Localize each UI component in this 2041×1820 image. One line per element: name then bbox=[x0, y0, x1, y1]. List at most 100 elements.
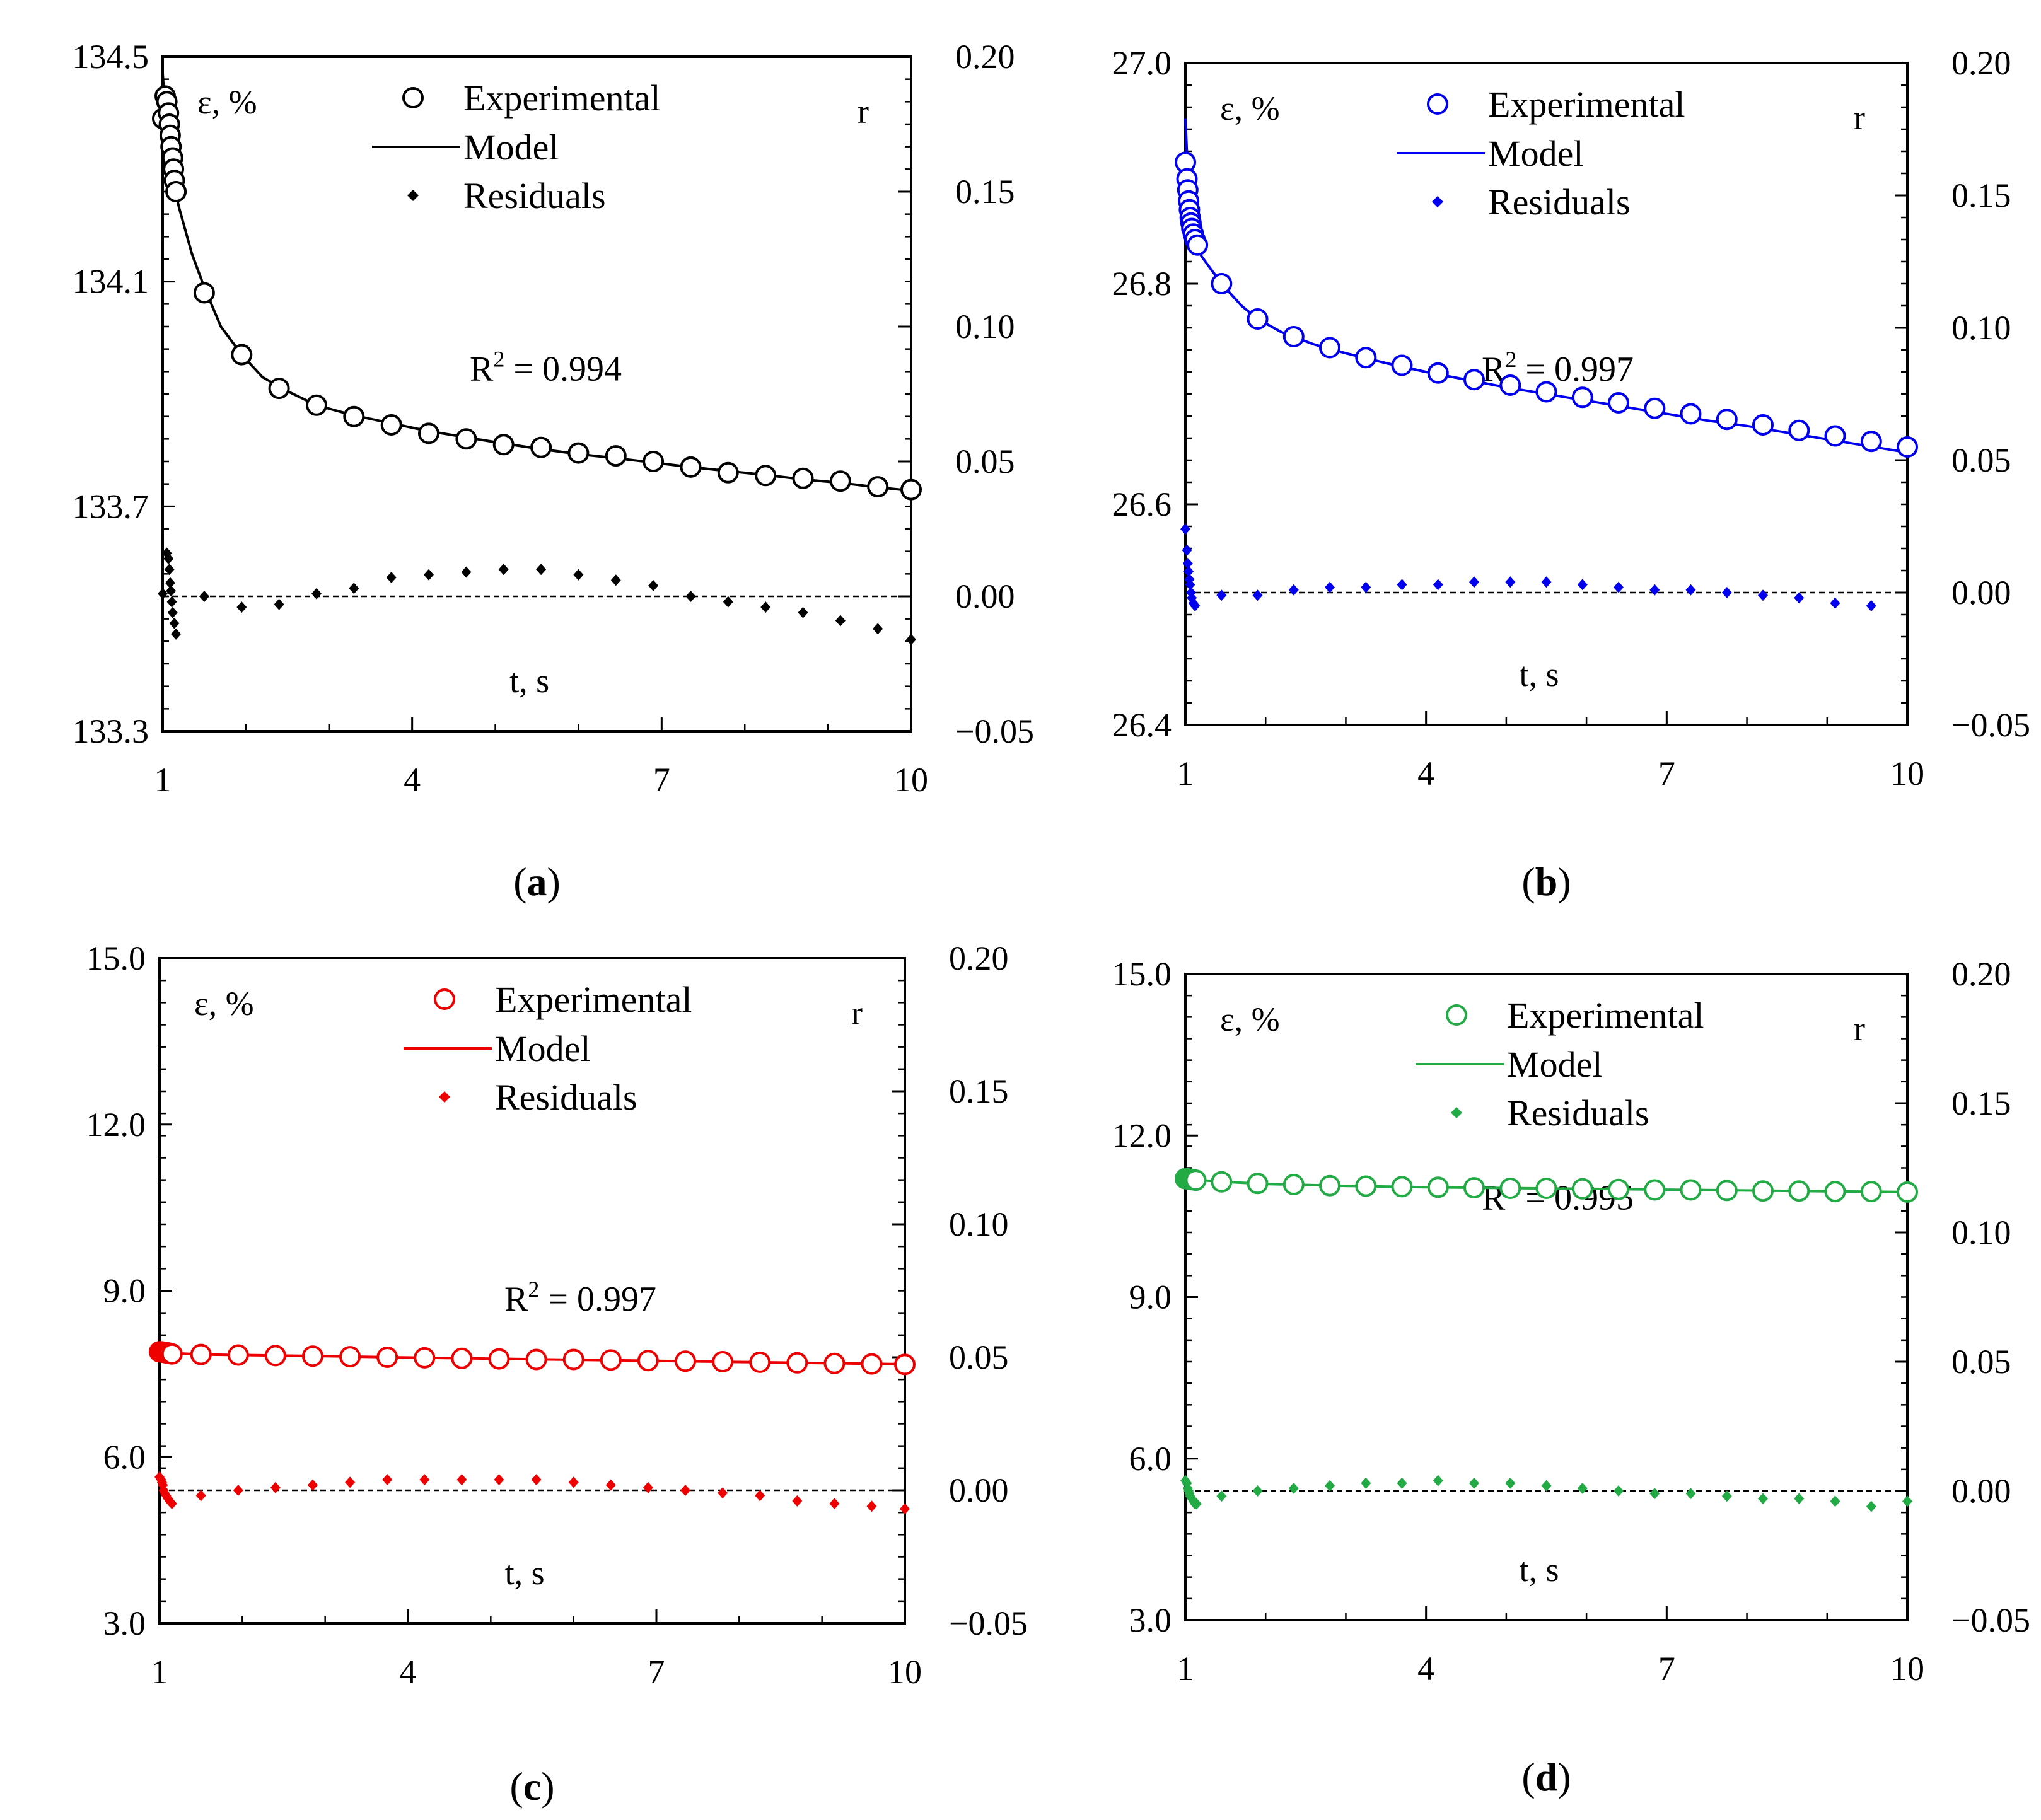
experimental-point bbox=[1860, 1181, 1882, 1203]
residual-point bbox=[274, 598, 284, 610]
experimental-point bbox=[1211, 1171, 1233, 1193]
residual-point bbox=[798, 606, 808, 618]
experimental-point bbox=[1860, 431, 1882, 453]
residual-point bbox=[906, 634, 916, 646]
experimental-point bbox=[1644, 1179, 1666, 1201]
panel-caption: (a) bbox=[513, 859, 561, 904]
experimental-point bbox=[1571, 1178, 1593, 1200]
experimental-point bbox=[306, 394, 327, 416]
x-tick-label: 10 bbox=[1890, 755, 1924, 792]
experimental-point bbox=[1463, 369, 1485, 391]
r2-superscript: 2 bbox=[528, 1277, 539, 1302]
residual-point bbox=[1902, 1495, 1912, 1507]
y-tick-label: 3.0 bbox=[103, 1604, 146, 1642]
residual-point bbox=[270, 1481, 281, 1493]
x-tick-label: 10 bbox=[888, 1653, 922, 1691]
experimental-point bbox=[1463, 1177, 1485, 1199]
experimental-point bbox=[823, 1352, 846, 1374]
experimental-point bbox=[680, 456, 702, 478]
y2-axis-label: r bbox=[858, 93, 869, 130]
experimental-point bbox=[600, 1349, 622, 1371]
residual-point bbox=[163, 553, 174, 565]
r2-superscript: 2 bbox=[1505, 347, 1516, 372]
residual-point bbox=[1288, 584, 1299, 596]
experimental-point bbox=[637, 1350, 659, 1372]
caption-open: ( bbox=[1521, 859, 1535, 904]
caption-close: ) bbox=[1557, 1754, 1571, 1799]
y-axis-label: ε, % bbox=[1220, 1000, 1280, 1038]
residual-point bbox=[164, 564, 175, 576]
residual-point bbox=[419, 1474, 430, 1486]
panel-b: 26.4 26.6 26.8 27.0 −0.05 0.00 0.05 0.10 0.15 0.2… bbox=[1112, 44, 2030, 904]
residual-point bbox=[386, 572, 397, 583]
residual-point bbox=[835, 615, 846, 627]
residual-point bbox=[685, 591, 696, 602]
residual-point bbox=[1252, 1485, 1263, 1497]
experimental-point bbox=[1824, 425, 1846, 447]
y-tick-label: 12.0 bbox=[86, 1106, 146, 1144]
y2-axis-label: r bbox=[1854, 1010, 1865, 1048]
residual-point bbox=[1685, 584, 1696, 596]
residual-point bbox=[171, 628, 182, 640]
residual-point bbox=[1325, 1480, 1335, 1492]
residual-point bbox=[1469, 576, 1479, 588]
residual-point bbox=[873, 623, 883, 635]
y-tick-label: 9.0 bbox=[1129, 1278, 1172, 1316]
y2-tick-label: 0.10 bbox=[955, 308, 1015, 345]
x-tick-label: 7 bbox=[653, 761, 670, 799]
x-tick-label: 7 bbox=[1658, 755, 1675, 792]
y2-tick-label: 0.00 bbox=[1951, 1472, 2011, 1510]
x-tick-label: 4 bbox=[400, 1653, 417, 1691]
residual-point bbox=[166, 596, 177, 608]
residual-point bbox=[199, 591, 209, 602]
y2-tick-label: 0.20 bbox=[955, 38, 1015, 76]
x-tick-label: 1 bbox=[154, 761, 172, 799]
legend: Experimental Model Residuals bbox=[404, 979, 692, 1118]
residual-point bbox=[829, 1498, 840, 1510]
caption-open: ( bbox=[509, 1764, 523, 1809]
residual-point bbox=[1830, 1495, 1840, 1507]
x-axis-label: t, s bbox=[509, 662, 549, 700]
experimental-point bbox=[1319, 1174, 1340, 1197]
residual-point bbox=[1288, 1482, 1299, 1494]
residual-point bbox=[610, 574, 621, 586]
legend: Experimental Model Residuals bbox=[1416, 995, 1704, 1133]
residual-point bbox=[1866, 600, 1876, 611]
legend-label-residuals: Residuals bbox=[1507, 1093, 1649, 1133]
experimental-point bbox=[190, 1343, 212, 1365]
residual-point bbox=[760, 601, 771, 613]
y-tick-label: 26.4 bbox=[1112, 706, 1172, 744]
legend-label-residuals: Residuals bbox=[463, 175, 606, 216]
residual-point bbox=[498, 564, 509, 576]
experimental-point bbox=[451, 1347, 473, 1369]
residual-point bbox=[573, 569, 584, 581]
experimental-point bbox=[1427, 362, 1449, 384]
residual-point bbox=[1183, 565, 1194, 577]
experimental-point bbox=[1282, 1174, 1305, 1195]
y2-tick-label: 0.05 bbox=[955, 443, 1015, 480]
experimental-point bbox=[675, 1350, 696, 1372]
residual-point bbox=[1505, 576, 1516, 588]
legend: Experimental Model Residuals bbox=[372, 78, 660, 216]
y-tick-label: 133.3 bbox=[73, 712, 149, 750]
y2-tick-label: 0.15 bbox=[1951, 177, 2011, 214]
y2-tick-label: 0.10 bbox=[949, 1205, 1009, 1243]
legend-marker-residuals bbox=[1432, 196, 1443, 207]
experimental-point bbox=[1897, 1181, 1918, 1203]
residual-point bbox=[605, 1479, 616, 1491]
caption-close: ) bbox=[541, 1764, 554, 1809]
y-tick-label: 12.0 bbox=[1112, 1116, 1172, 1154]
x-tick-label: 4 bbox=[1417, 1650, 1434, 1688]
residual-point bbox=[648, 579, 659, 591]
legend-label-model: Model bbox=[1507, 1044, 1602, 1085]
residual-point bbox=[1182, 557, 1193, 569]
residual-point bbox=[308, 1479, 318, 1491]
residual-point bbox=[1252, 589, 1263, 601]
residual-point bbox=[1721, 587, 1732, 598]
caption-close: ) bbox=[547, 859, 561, 904]
residual-point bbox=[195, 1490, 206, 1502]
experimental-point bbox=[1282, 326, 1305, 347]
experimental-point bbox=[562, 1348, 584, 1371]
experimental-point bbox=[1211, 273, 1233, 294]
residual-point bbox=[1758, 589, 1768, 601]
